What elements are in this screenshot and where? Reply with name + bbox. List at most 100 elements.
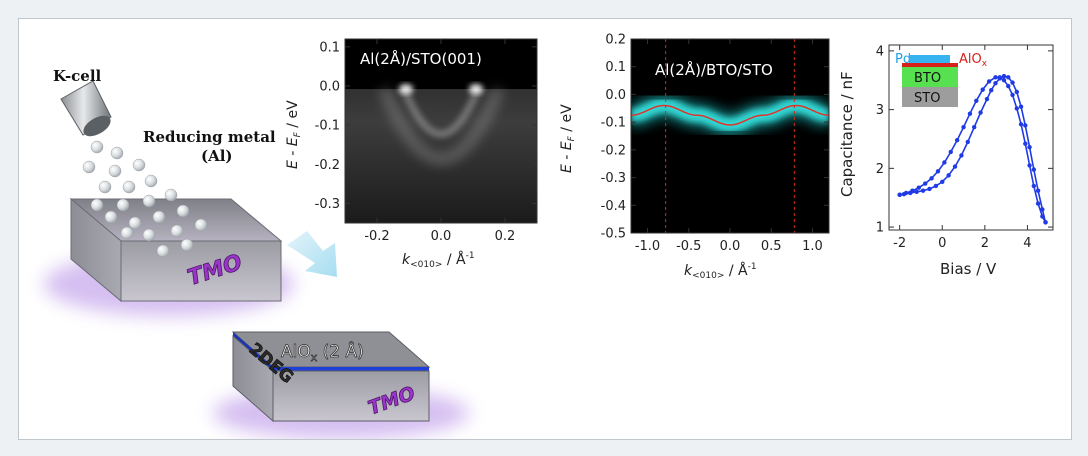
cv-x-tick-label: 2 [981,236,989,251]
cv-data-point [1031,167,1037,172]
arpes-2-x-tick-label: -1.0 [635,239,660,254]
al-atom [90,198,104,212]
cv-y-tick-label: 2 [876,162,884,177]
al-atom [132,158,146,172]
arpes-1-title: Al(2Å)/STO(001) [360,49,482,68]
arpes-2-y-tick-label: 0.0 [605,88,626,103]
arpes-1-y-tick-label: -0.2 [315,158,340,173]
al-atom [104,210,118,224]
al-atom [180,238,194,252]
cv-x-tick-label: 4 [1023,236,1031,251]
cv-series-line-0 [899,76,1047,223]
cv-panel: -2 0 2 4 1 2 3 4 Pd AlOx BTO STO Capacitance / … [838,44,1054,278]
fermi-spot-1r [469,84,483,94]
al-atom [152,210,166,224]
cv-data-point [948,149,953,155]
arpes-2-y-tick-label: -0.3 [601,171,626,186]
reducing-metal-sublabel: (Al) [201,147,233,165]
al-atom [144,174,158,188]
cv-y-tick-label: 4 [876,44,884,59]
cv-data-point [933,183,939,189]
figure-canvas: K-cell Reducing metal (Al) TMO AlOx (2 Å… [44,33,1054,439]
arpes-2-y-tick-label: -0.5 [601,227,626,242]
cv-data-point [1027,163,1032,168]
bands-1 [345,39,537,164]
device-inset: Pd AlOx BTO STO [895,52,988,107]
cv-xlabel: Bias / V [940,260,997,278]
cv-data-point [978,110,983,115]
cv-data-point [989,88,994,93]
inset-pd-layer [910,55,950,63]
cv-data-point [1027,144,1032,150]
cv-data-point [1001,73,1007,79]
cv-data-point [1001,78,1007,83]
cv-data-point [961,125,966,130]
cv-data-point [946,173,951,178]
cv-data-point [1010,80,1015,85]
inset-bto-label: BTO [914,71,941,86]
fermi-spot-1l [399,84,413,94]
cv-data-point [1035,201,1041,206]
schematic: K-cell Reducing metal (Al) TMO AlOx (2 Å… [44,67,469,439]
twodeg-layer-side [233,332,273,371]
inset-bto-layer [902,67,958,87]
al-atom [170,224,184,238]
arpes-1-xlabel: k<010> / Å-1 [402,251,475,270]
cv-data-point [1043,220,1048,225]
cv-data-point [1018,122,1024,127]
cv-data-point [1010,92,1015,98]
alox-label: AlOx (2 Å) [281,340,364,364]
arpes-2-y-tick-label: 0.1 [605,60,626,75]
cv-data-point [1035,188,1041,193]
cv-data-point [935,169,941,174]
cv-data-point [971,125,977,130]
cv-data-point [980,87,985,92]
arpes-2-y-tick-label: 0.2 [605,33,626,48]
arpes-1-ylabel: E - EF / eV [285,100,303,169]
arpes-panel-1: Al(2Å)/STO(001) -0.2 0.0 0.20.10.0-0.1-0.2… [285,38,538,270]
al-atom [120,226,134,240]
arpes-2-x-tick-label: -0.5 [676,239,701,254]
k-cell-icon [60,80,112,137]
arpes-1-y-tick-label: -0.3 [315,197,340,212]
cv-data-point [1023,141,1028,146]
cv-data-point [908,190,913,196]
inset-alox-label: AlOx [959,52,988,69]
cv-data-point [959,153,964,158]
arpes-panel-2: Al(2Å)/BTO/STO -1.0 -0.5 0.0 0.5 1.0 0.2 0.1 0.… [559,33,830,281]
arpes-1-x-tick-label: -0.2 [364,229,389,244]
cv-data-point [1006,75,1011,80]
cv-data-point [1018,104,1024,109]
al-atom [128,216,142,230]
cv-data-point [923,181,928,186]
cv-data-point [997,76,1002,81]
cv-data-point [974,98,979,103]
arpes-2-xlabel: k<010> / Å-1 [684,262,757,281]
cv-ylabel: Capacitance / nF [838,71,856,197]
al-atom [110,146,124,160]
arpes-2-x-tick-label: 0.0 [720,239,741,254]
cv-data-point [986,79,992,84]
band-inner-1 [400,87,482,138]
cv-data-point [1031,183,1037,189]
cv-y-tick-label: 3 [876,103,884,118]
cv-data-point [1040,207,1045,212]
arpes-2-ylabel: E - EF / eV [559,104,577,173]
cv-data-point [901,191,907,197]
cv-data-point [967,111,973,116]
cv-data-point [952,164,958,169]
cv-series [897,73,1048,225]
cv-data-point [1014,89,1019,95]
arpes-2-title: Al(2Å)/BTO/STO [655,60,773,79]
cv-data-point [940,179,945,185]
band-outer-1 [379,87,504,164]
arpes-2-x-tick-label: 1.0 [802,239,823,254]
cv-data-point [942,160,947,165]
cv-data-point [984,96,990,102]
arpes-1-y-tick-label: -0.1 [315,119,340,134]
al-atom [90,140,104,154]
arpes-2-y-tick-label: -0.2 [601,143,626,158]
ticks-2: -1.0 -0.5 0.0 0.5 1.0 0.2 0.1 0.0 -0.1 -0.2 -0.3 -0… [601,33,829,254]
cv-data-point [914,189,919,195]
cv-data-point [916,185,922,190]
